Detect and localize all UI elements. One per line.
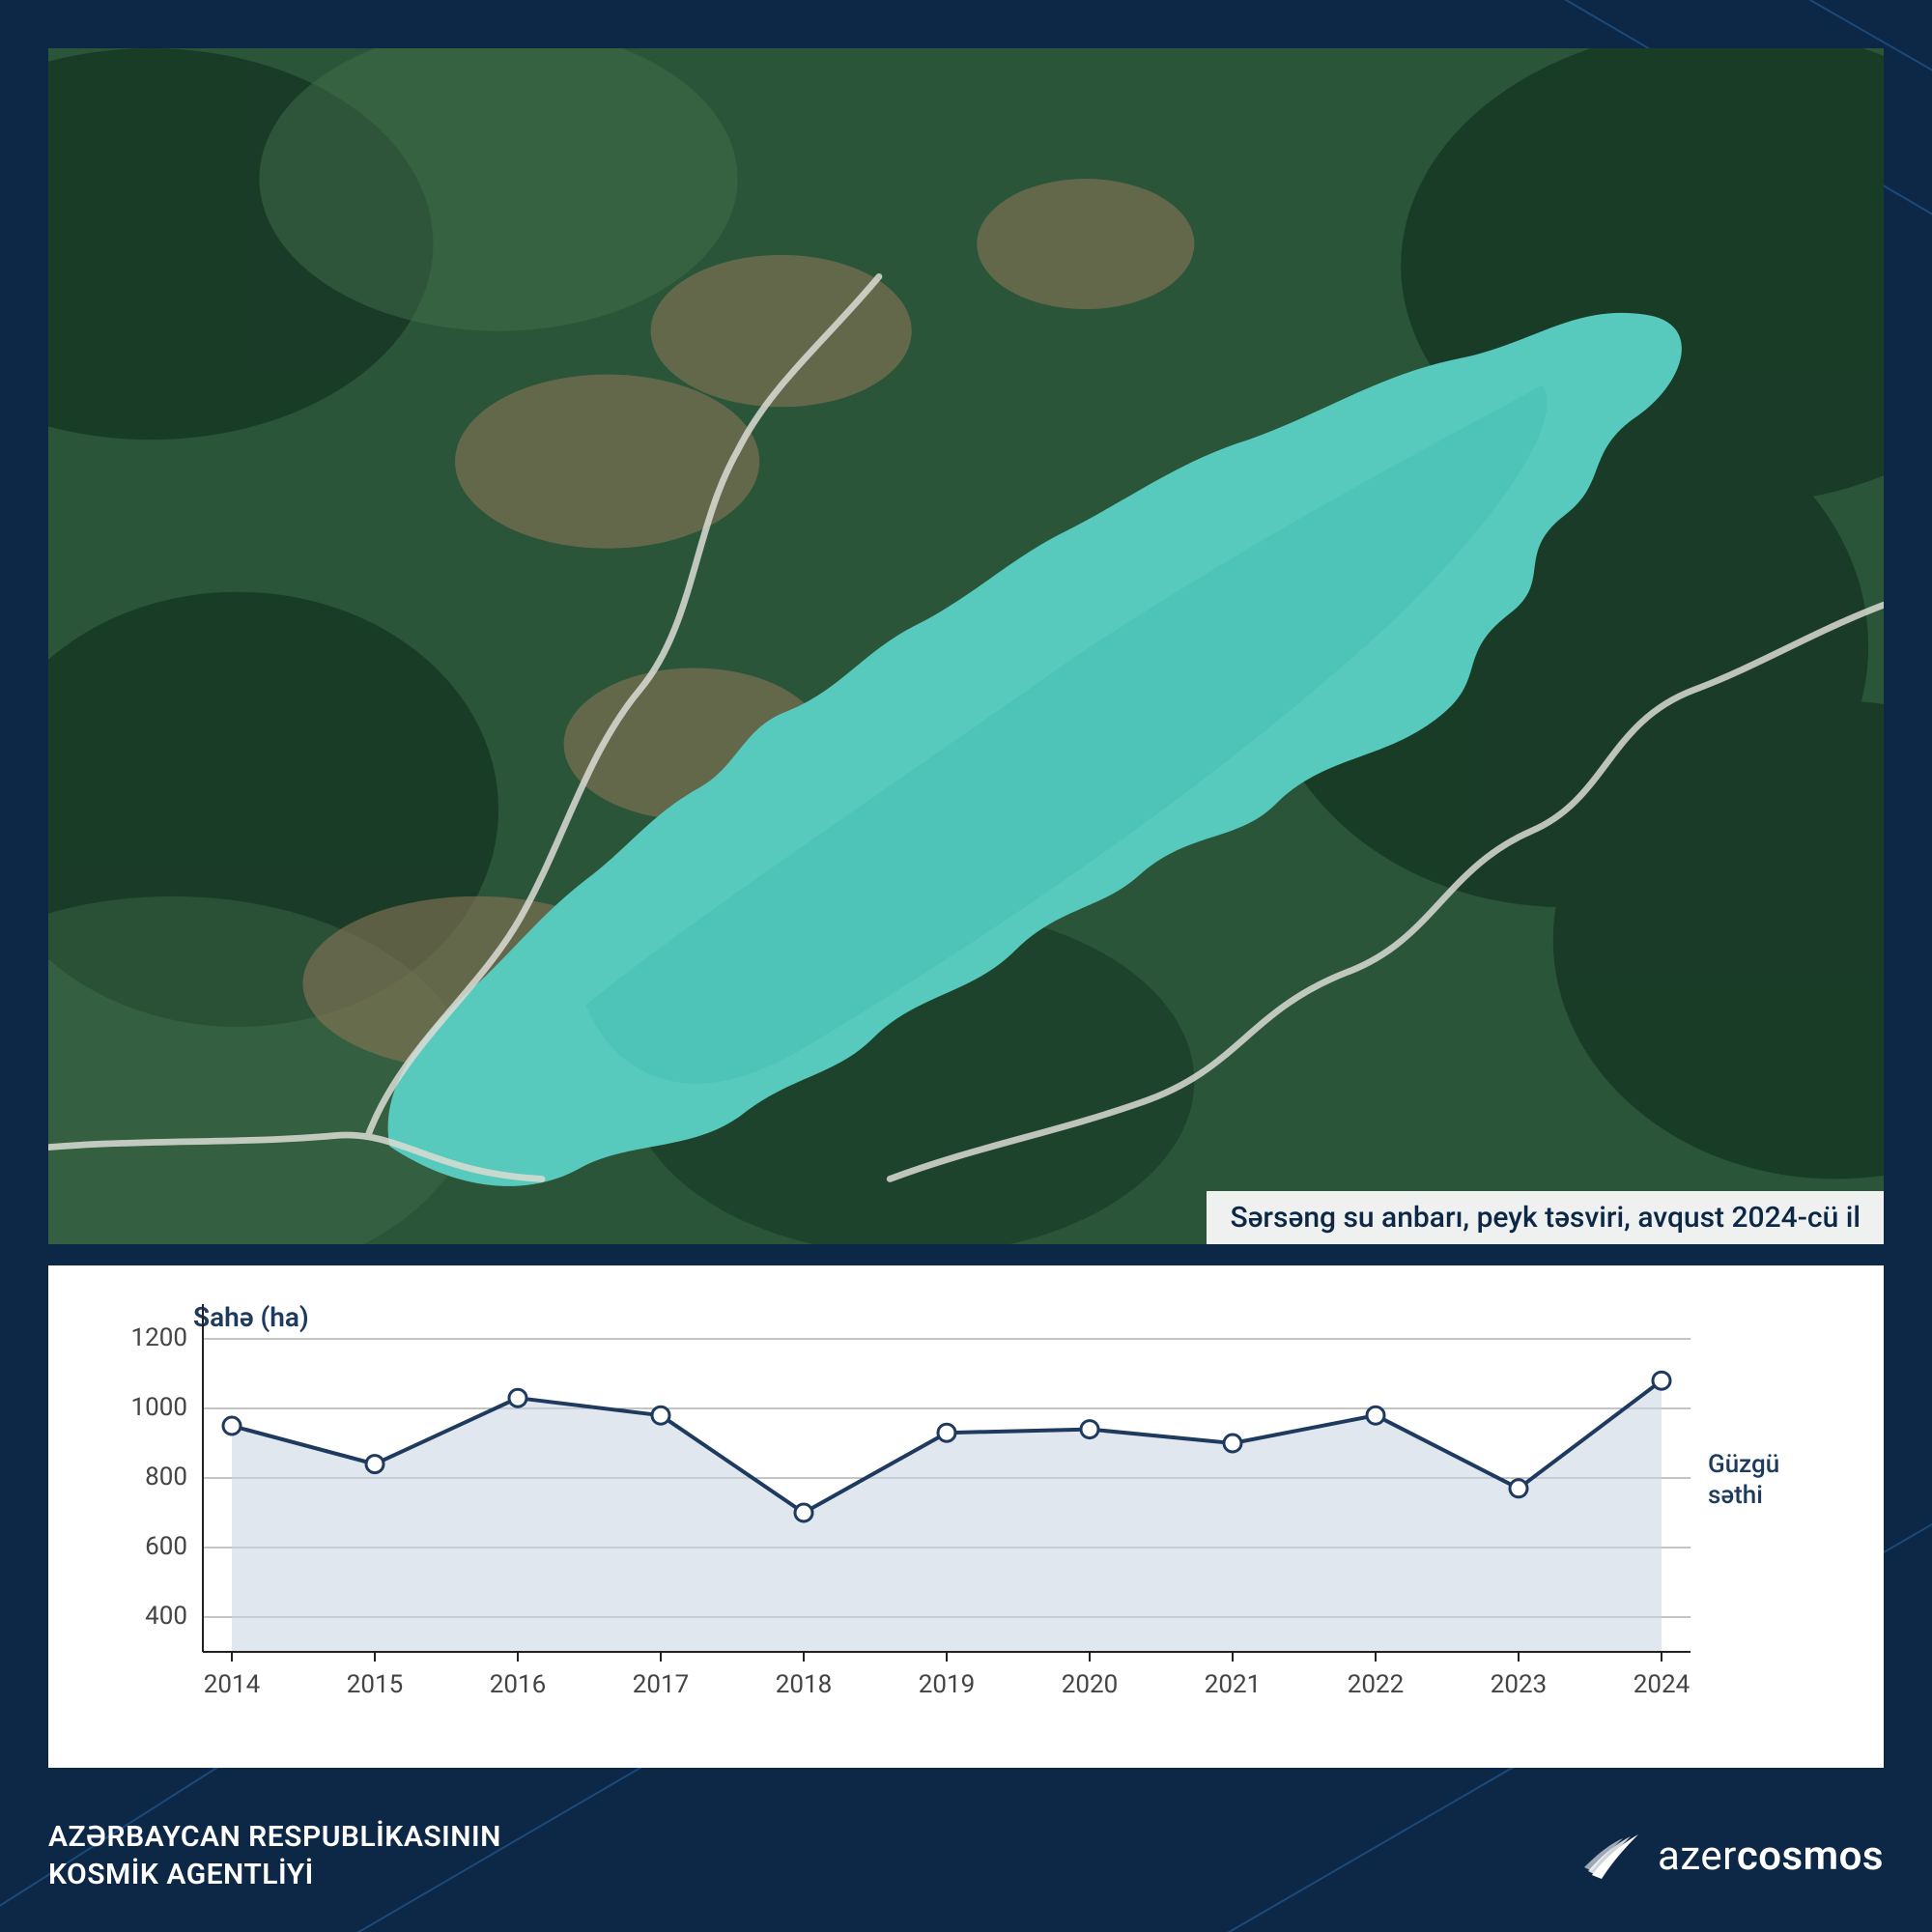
- chart-marker: [795, 1504, 812, 1521]
- chart-marker: [938, 1424, 955, 1441]
- agency-name-line1: AZƏRBAYCAN RESPUBLİKASININ: [48, 1818, 501, 1856]
- chart-marker: [1367, 1406, 1384, 1424]
- content-frame: Sərsəng su anbarı, peyk təsviri, avqust …: [48, 48, 1884, 1768]
- x-tick-label: 2023: [1491, 1670, 1547, 1699]
- x-tick-label: 2016: [490, 1670, 546, 1699]
- y-tick-label: 1200: [131, 1323, 187, 1352]
- panel-gap: [48, 1244, 1884, 1265]
- chart-marker: [1510, 1480, 1527, 1497]
- swoosh-icon: [1582, 1825, 1644, 1887]
- satellite-image-panel: Sərsəng su anbarı, peyk təsviri, avqust …: [48, 48, 1884, 1244]
- chart-right-label-1: Güzgü: [1708, 1450, 1779, 1479]
- satellite-illustration: [48, 48, 1884, 1244]
- x-tick-label: 2024: [1634, 1670, 1690, 1699]
- chart-y-title: Sahə (ha): [193, 1301, 309, 1333]
- logo-suffix: cosmos: [1737, 1833, 1884, 1880]
- x-tick-label: 2022: [1348, 1670, 1404, 1699]
- chart-marker: [509, 1389, 526, 1406]
- y-tick-label: 1000: [131, 1393, 187, 1422]
- chart-marker: [366, 1456, 384, 1473]
- chart-marker: [652, 1406, 669, 1424]
- y-tick-label: 600: [145, 1532, 187, 1561]
- chart-panel: Sahə (ha) 400 600 800 1000 1200 2014 2015 2016 20…: [48, 1265, 1884, 1768]
- agency-name: AZƏRBAYCAN RESPUBLİKASININ KOSMİK AGENTL…: [48, 1818, 501, 1893]
- chart-right-label-2: səthi: [1708, 1481, 1763, 1510]
- y-tick-label: 400: [145, 1602, 187, 1631]
- area-line-chart: Sahə (ha)4006008001000120020142015201620…: [184, 1294, 1710, 1710]
- y-tick-label: 800: [145, 1463, 187, 1492]
- x-tick-label: 2018: [776, 1670, 832, 1699]
- x-tick-label: 2020: [1062, 1670, 1118, 1699]
- agency-name-line2: KOSMİK AGENTLİYİ: [48, 1856, 501, 1893]
- logo-text: azercosmos: [1658, 1833, 1884, 1880]
- chart-area-fill: [232, 1380, 1662, 1652]
- chart-marker: [1081, 1421, 1098, 1438]
- x-tick-label: 2015: [347, 1670, 403, 1699]
- chart-marker: [1224, 1435, 1241, 1452]
- x-tick-label: 2014: [204, 1670, 261, 1699]
- logo: azercosmos: [1582, 1825, 1884, 1887]
- chart-marker: [223, 1417, 241, 1435]
- x-tick-label: 2019: [919, 1670, 975, 1699]
- x-tick-label: 2021: [1205, 1670, 1261, 1699]
- satellite-caption: Sərsəng su anbarı, peyk təsviri, avqust …: [1207, 1191, 1884, 1244]
- chart-marker: [1653, 1372, 1670, 1389]
- logo-prefix: azer: [1658, 1833, 1737, 1880]
- x-tick-label: 2017: [633, 1670, 689, 1699]
- footer: AZƏRBAYCAN RESPUBLİKASININ KOSMİK AGENTL…: [48, 1818, 1884, 1893]
